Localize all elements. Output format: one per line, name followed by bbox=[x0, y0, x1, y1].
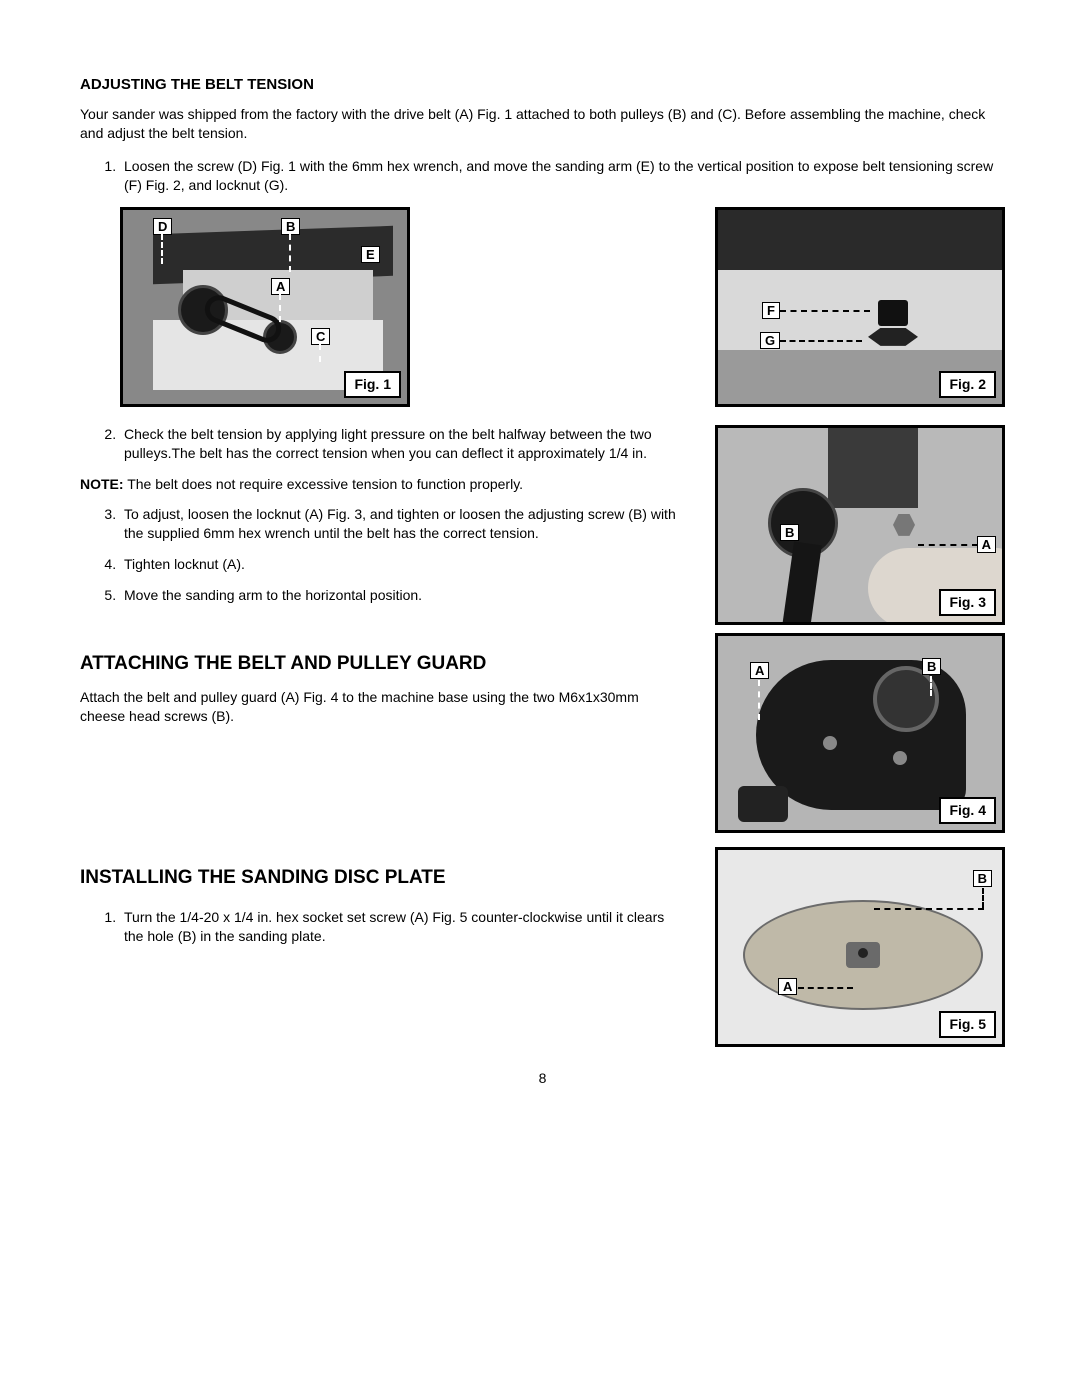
page-number: 8 bbox=[80, 1069, 1005, 1088]
intro-paragraph: Your sander was shipped from the factory… bbox=[80, 105, 1005, 143]
step-3: To adjust, loosen the locknut (A) Fig. 3… bbox=[120, 505, 685, 543]
steps-list-1c: To adjust, loosen the locknut (A) Fig. 3… bbox=[80, 505, 685, 605]
step-2: Check the belt tension by applying light… bbox=[120, 425, 685, 463]
steps-list-1b: Check the belt tension by applying light… bbox=[80, 425, 685, 463]
callout-B: B bbox=[281, 218, 300, 236]
callout-B5: B bbox=[973, 870, 992, 888]
fig1-label: Fig. 1 bbox=[344, 371, 401, 398]
step-5: Move the sanding arm to the horizontal p… bbox=[120, 586, 685, 605]
callout-C: C bbox=[311, 328, 330, 346]
callout-E: E bbox=[361, 246, 380, 264]
callout-G: G bbox=[760, 332, 780, 350]
section3-step1: Turn the 1/4-20 x 1/4 in. hex socket set… bbox=[120, 908, 685, 946]
step-1: Loosen the screw (D) Fig. 1 with the 6mm… bbox=[120, 157, 1005, 195]
figure-2: F G Fig. 2 bbox=[715, 207, 1005, 407]
fig2-label: Fig. 2 bbox=[939, 371, 996, 398]
callout-B4: B bbox=[922, 658, 941, 676]
figure-5: B A Fig. 5 bbox=[715, 847, 1005, 1047]
fig3-label: Fig. 3 bbox=[939, 589, 996, 616]
heading-adjusting: ADJUSTING THE BELT TENSION bbox=[80, 75, 1005, 95]
attaching-paragraph: Attach the belt and pulley guard (A) Fig… bbox=[80, 688, 685, 726]
callout-D: D bbox=[153, 218, 172, 236]
heading-attaching-guard: ATTACHING THE BELT AND PULLEY GUARD bbox=[80, 651, 685, 677]
callout-A4: A bbox=[750, 662, 769, 680]
step-4: Tighten locknut (A). bbox=[120, 555, 685, 574]
figure-3: B A Fig. 3 bbox=[715, 425, 1005, 625]
note: NOTE: The belt does not require excessiv… bbox=[80, 475, 685, 494]
figure-4: A B Fig. 4 bbox=[715, 633, 1005, 833]
heading-installing-disc: INSTALLING THE SANDING DISC PLATE bbox=[80, 865, 685, 891]
fig4-label: Fig. 4 bbox=[939, 797, 996, 824]
figure-1: D B E A C Fig. 1 bbox=[120, 207, 410, 407]
section-adjusting-belt-tension: ADJUSTING THE BELT TENSION Your sander w… bbox=[80, 75, 1005, 625]
callout-A: A bbox=[271, 278, 290, 296]
fig5-label: Fig. 5 bbox=[939, 1011, 996, 1038]
callout-A5: A bbox=[778, 978, 797, 996]
steps-list-3: Turn the 1/4-20 x 1/4 in. hex socket set… bbox=[80, 908, 685, 946]
steps-list-1a: Loosen the screw (D) Fig. 1 with the 6mm… bbox=[80, 157, 1005, 195]
callout-F: F bbox=[762, 302, 780, 320]
callout-A3: A bbox=[977, 536, 996, 554]
callout-B3: B bbox=[780, 524, 799, 542]
